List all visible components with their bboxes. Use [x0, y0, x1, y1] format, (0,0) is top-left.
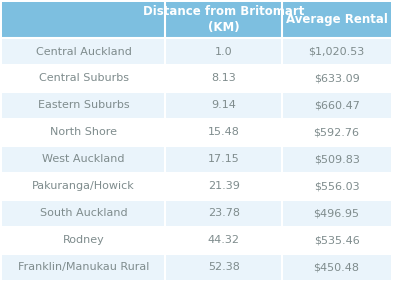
- Bar: [2, 200, 165, 227]
- Text: Average Rental: Average Rental: [286, 14, 388, 27]
- Bar: [165, 200, 282, 227]
- Text: Central Auckland: Central Auckland: [36, 47, 132, 56]
- Text: 44.32: 44.32: [208, 235, 240, 245]
- Text: 8.13: 8.13: [211, 73, 236, 83]
- Text: 23.78: 23.78: [208, 208, 240, 218]
- Text: South Auckland: South Auckland: [40, 208, 128, 218]
- Bar: [2, 65, 165, 92]
- Bar: [2, 173, 165, 200]
- Text: 21.39: 21.39: [208, 181, 240, 191]
- Text: North Shore: North Shore: [50, 127, 117, 137]
- Bar: [165, 92, 282, 119]
- Text: 52.38: 52.38: [208, 262, 240, 272]
- Bar: [165, 254, 282, 281]
- Bar: [2, 146, 165, 173]
- Text: $1,020.53: $1,020.53: [308, 47, 365, 56]
- Bar: [165, 2, 282, 38]
- Text: 17.15: 17.15: [208, 154, 240, 164]
- Text: $450.48: $450.48: [314, 262, 360, 272]
- Bar: [165, 38, 282, 65]
- Text: $509.83: $509.83: [314, 154, 360, 164]
- Text: Rodney: Rodney: [63, 235, 104, 245]
- Text: $556.03: $556.03: [314, 181, 360, 191]
- Text: Distance from Britomart
(KM): Distance from Britomart (KM): [143, 5, 304, 34]
- Bar: [165, 146, 282, 173]
- Text: Pakuranga/Howick: Pakuranga/Howick: [32, 181, 135, 191]
- Bar: [282, 119, 391, 146]
- Bar: [165, 227, 282, 254]
- Text: 15.48: 15.48: [208, 127, 240, 137]
- Bar: [2, 227, 165, 254]
- Text: $496.95: $496.95: [314, 208, 360, 218]
- Bar: [2, 92, 165, 119]
- Bar: [165, 119, 282, 146]
- Text: 1.0: 1.0: [215, 47, 232, 56]
- Text: 9.14: 9.14: [211, 100, 236, 111]
- Text: $535.46: $535.46: [314, 235, 360, 245]
- Text: $660.47: $660.47: [314, 100, 360, 111]
- Bar: [2, 2, 165, 38]
- Bar: [282, 92, 391, 119]
- Bar: [2, 119, 165, 146]
- Bar: [282, 146, 391, 173]
- Bar: [165, 173, 282, 200]
- Text: Central Suburbs: Central Suburbs: [39, 73, 129, 83]
- Bar: [282, 173, 391, 200]
- Bar: [282, 254, 391, 281]
- Text: Eastern Suburbs: Eastern Suburbs: [38, 100, 130, 111]
- Bar: [282, 38, 391, 65]
- Bar: [282, 2, 391, 38]
- Text: $633.09: $633.09: [314, 73, 360, 83]
- Text: West Auckland: West Auckland: [42, 154, 125, 164]
- Text: Franklin/Manukau Rural: Franklin/Manukau Rural: [18, 262, 149, 272]
- Text: $592.76: $592.76: [314, 127, 360, 137]
- Bar: [2, 38, 165, 65]
- Bar: [282, 227, 391, 254]
- Bar: [165, 65, 282, 92]
- Bar: [282, 65, 391, 92]
- Bar: [282, 200, 391, 227]
- Bar: [2, 254, 165, 281]
